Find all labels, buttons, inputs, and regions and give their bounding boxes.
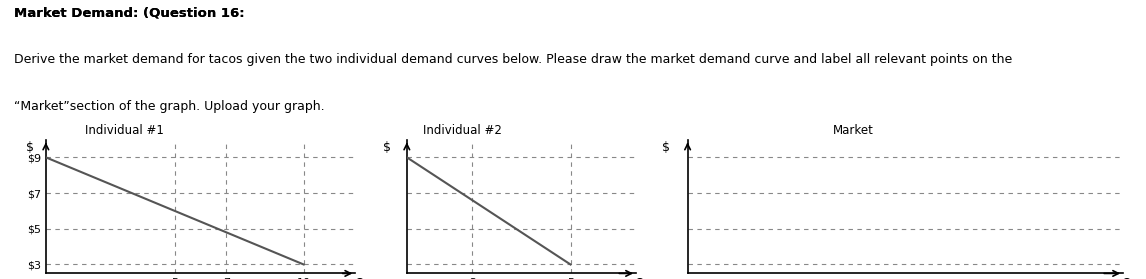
Text: Individual #2: Individual #2 bbox=[423, 124, 502, 137]
Text: $: $ bbox=[383, 141, 391, 154]
Text: Individual #1: Individual #1 bbox=[85, 124, 164, 137]
Text: $: $ bbox=[662, 141, 669, 154]
Text: Market: Market bbox=[833, 124, 873, 137]
Text: Q: Q bbox=[1121, 277, 1131, 279]
Text: “Market”section of the graph. Upload your graph.: “Market”section of the graph. Upload you… bbox=[14, 100, 324, 114]
Text: Market Demand: (Question 16:: Market Demand: (Question 16: bbox=[14, 6, 244, 19]
Text: Market Demand: (Question 16:: Market Demand: (Question 16: bbox=[14, 6, 244, 19]
Text: Q: Q bbox=[354, 277, 363, 279]
Text: $: $ bbox=[26, 141, 34, 154]
Text: Derive the market demand for tacos given the two individual demand curves below.: Derive the market demand for tacos given… bbox=[14, 53, 1012, 66]
Text: Q: Q bbox=[635, 277, 644, 279]
